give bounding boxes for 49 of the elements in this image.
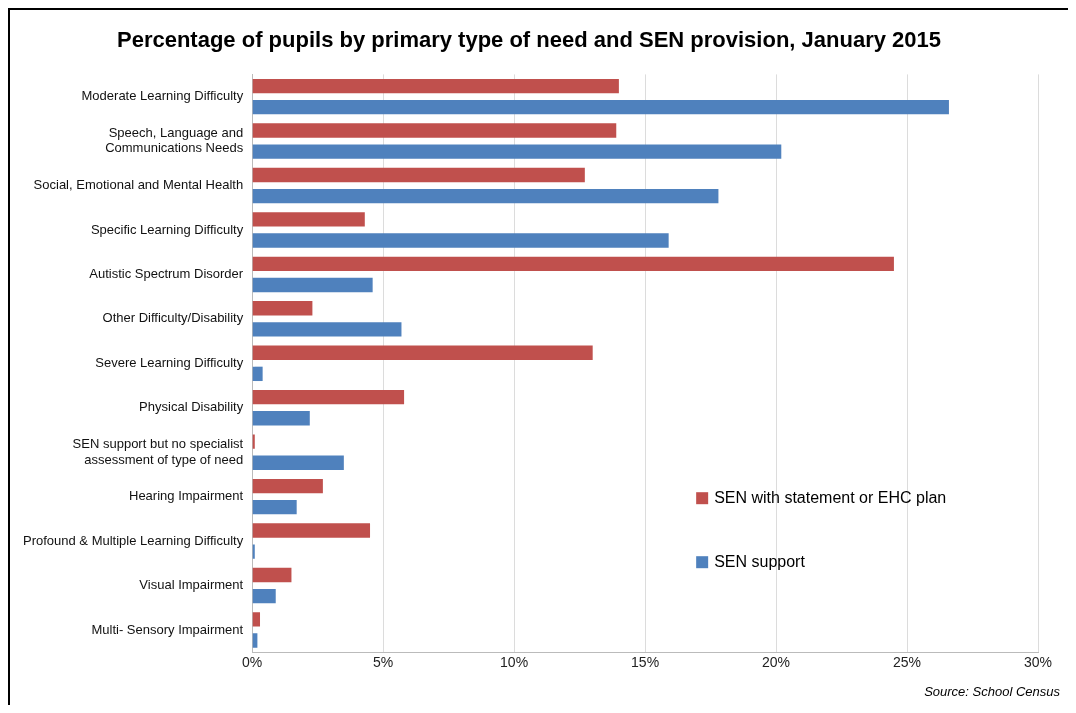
bar (252, 123, 617, 138)
bar (252, 167, 585, 183)
bar (252, 455, 344, 470)
x-tick-label: 30% (1023, 654, 1053, 671)
y-tick-label: Visual Impairment (139, 577, 244, 593)
y-tick-label: Severe Learning Difficulty (95, 354, 244, 370)
y-tick-label: Other Difficulty/Disability (102, 310, 244, 326)
x-tick-label: 15% (631, 654, 660, 671)
bar (252, 544, 255, 559)
bar (252, 523, 371, 538)
chart-title: Percentage of pupils by primary type of need and SEN provision, January 2015 (116, 27, 942, 53)
y-tick-label: Social, Emotional and Mental Health (33, 177, 244, 193)
bar (252, 612, 261, 627)
bar (252, 78, 619, 94)
bar (252, 212, 365, 227)
bar (252, 390, 405, 405)
bar (252, 366, 263, 382)
legend-label: SEN support (714, 552, 806, 570)
bar (252, 434, 255, 449)
bar (252, 301, 313, 316)
bar (252, 588, 276, 604)
legend-label: SEN with statement or EHC plan (714, 488, 947, 506)
bar (252, 144, 782, 159)
bar (252, 478, 323, 494)
bar (252, 188, 719, 204)
bar (252, 100, 949, 115)
bar (252, 322, 402, 337)
y-tick-label: SEN support but no specialist assessment of type of need (72, 435, 244, 467)
y-tick-label: Hearing Impairment (129, 488, 244, 504)
y-tick-label: Speech, Language and Communications Needs (105, 124, 244, 156)
x-tick-label: 10% (500, 654, 529, 671)
bar (252, 277, 373, 293)
y-tick-label: Profound & Multiple Learning Difficulty (23, 532, 244, 548)
y-tick-label: Specific Learning Difficulty (90, 221, 244, 237)
x-tick-label: 5% (373, 654, 394, 671)
bar (252, 256, 894, 272)
y-tick-label: Multi- Sensory Impairment (91, 621, 244, 637)
x-tick-label: 0% (242, 654, 263, 671)
y-tick-label: Physical Disability (139, 399, 244, 415)
bar (252, 233, 669, 248)
x-tick-label: 20% (762, 654, 791, 671)
bar (252, 567, 292, 583)
bar (252, 411, 310, 426)
bar (252, 500, 297, 515)
bar (252, 345, 593, 360)
y-tick-label: Autistic Spectrum Disorder (89, 265, 244, 281)
x-tick-label: 25% (893, 654, 922, 671)
source-note: Source: School Census (924, 684, 1061, 700)
y-tick-label: Moderate Learning Difficulty (81, 88, 244, 104)
